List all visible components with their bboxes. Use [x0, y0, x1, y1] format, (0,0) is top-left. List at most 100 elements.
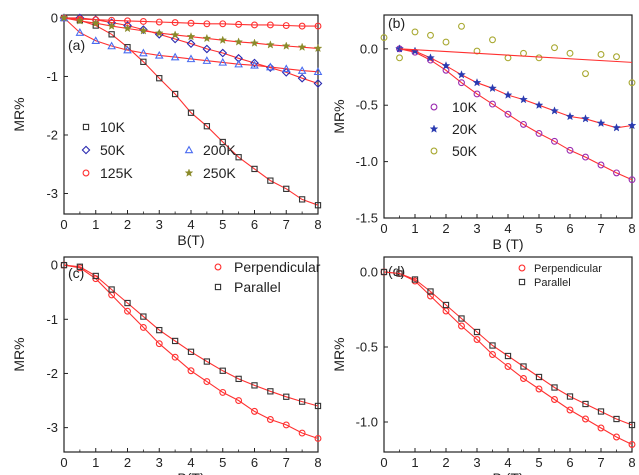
- x-tick-label: 2: [124, 217, 131, 232]
- x-tick-label: 7: [283, 217, 290, 232]
- x-tick-label: 1: [92, 455, 99, 470]
- x-tick-label: 8: [628, 455, 635, 470]
- x-tick-label: 4: [187, 455, 194, 470]
- data-point: [250, 38, 259, 47]
- data-point: [266, 62, 275, 71]
- data-point: [581, 114, 590, 123]
- data-point: [91, 36, 101, 45]
- data-point: [551, 137, 558, 145]
- x-tick-label: 5: [535, 221, 542, 236]
- data-point: [92, 272, 99, 280]
- data-point: [139, 48, 148, 57]
- legend-marker: [518, 278, 526, 286]
- fit-line: [383, 271, 633, 445]
- data-point: [596, 118, 606, 127]
- data-point: [380, 34, 388, 42]
- fit-line: [64, 17, 319, 85]
- x-tick-label: 6: [566, 221, 573, 236]
- panel-label: (b): [388, 15, 405, 31]
- data-point: [503, 90, 513, 99]
- x-axis-label: B (T): [492, 470, 523, 475]
- x-tick-label: 0: [380, 455, 387, 470]
- x-tick-label: 3: [156, 217, 163, 232]
- data-point: [441, 61, 451, 70]
- data-point: [219, 20, 227, 28]
- data-point: [628, 79, 636, 87]
- data-point: [597, 51, 605, 58]
- data-point: [140, 313, 147, 320]
- data-point: [75, 28, 85, 36]
- data-point: [520, 375, 527, 382]
- y-tick-label: -1: [46, 312, 58, 327]
- legend-marker: [214, 263, 222, 271]
- data-point: [458, 22, 465, 30]
- data-point: [154, 28, 164, 37]
- data-point: [504, 352, 512, 360]
- x-tick-label: 0: [380, 221, 387, 236]
- y-tick-label: -0.5: [356, 340, 378, 355]
- data-point: [566, 146, 574, 154]
- data-point: [380, 268, 388, 276]
- y-tick-label: -1.0: [356, 415, 378, 430]
- data-point: [138, 25, 148, 35]
- data-point: [283, 185, 290, 192]
- data-point: [504, 54, 512, 62]
- data-point: [473, 47, 481, 55]
- data-point: [59, 13, 69, 22]
- x-tick-label: 4: [187, 217, 194, 232]
- data-point: [218, 35, 228, 44]
- data-point: [171, 19, 179, 27]
- data-point: [107, 21, 116, 30]
- data-point: [108, 286, 115, 293]
- series-perpendicular: [60, 261, 322, 442]
- x-tick-label: 6: [566, 455, 573, 470]
- y-tick-label: -1.0: [356, 154, 378, 169]
- data-point: [550, 106, 559, 115]
- y-tick-label: -3: [46, 420, 58, 435]
- data-point: [186, 54, 196, 63]
- data-point: [297, 42, 307, 51]
- x-tick-label: 6: [251, 455, 258, 470]
- series-125k: [60, 14, 322, 30]
- legend-marker: [518, 264, 526, 272]
- data-point: [396, 270, 403, 277]
- data-point: [140, 58, 147, 65]
- data-point: [76, 263, 84, 270]
- data-point: [627, 120, 637, 130]
- data-point: [187, 19, 195, 27]
- legend-label: 200K: [203, 142, 236, 158]
- fit-line: [63, 17, 318, 27]
- data-point: [187, 367, 195, 375]
- data-point: [612, 123, 621, 132]
- data-point: [267, 177, 274, 184]
- y-tick-label: -2: [46, 127, 58, 142]
- data-point: [281, 41, 291, 50]
- x-tick-label: 5: [219, 455, 226, 470]
- legend-marker: [430, 103, 438, 111]
- data-point: [489, 342, 496, 349]
- data-point: [251, 165, 258, 173]
- fit-line: [383, 271, 633, 426]
- data-point: [187, 348, 195, 355]
- panel-label: (a): [68, 37, 85, 53]
- legend-label: 250K: [203, 165, 236, 181]
- data-point: [597, 161, 605, 169]
- x-tick-label: 7: [597, 221, 604, 236]
- data-point: [628, 441, 636, 448]
- series-20k: [395, 44, 637, 132]
- data-point: [155, 18, 163, 26]
- data-point: [266, 21, 274, 29]
- data-point: [234, 53, 244, 63]
- data-point: [171, 90, 179, 98]
- data-point: [489, 100, 496, 108]
- data-point: [582, 415, 589, 423]
- fit-line: [399, 48, 633, 129]
- series-10k: [396, 45, 636, 184]
- data-point: [266, 416, 274, 423]
- x-tick-label: 5: [219, 217, 226, 232]
- y-axis-label: MR%: [11, 97, 27, 131]
- legend-label: 20K: [452, 121, 478, 137]
- y-axis-label: MR%: [331, 337, 347, 371]
- legend-marker: [82, 123, 90, 131]
